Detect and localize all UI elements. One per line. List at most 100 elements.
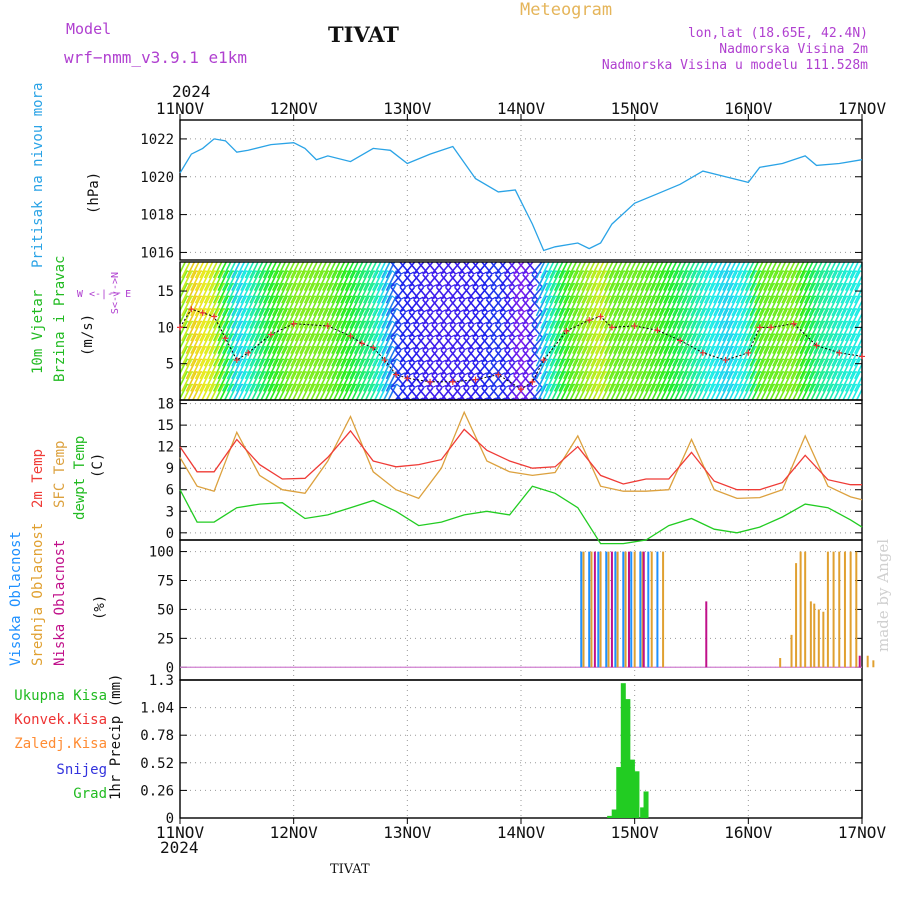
wind-barb xyxy=(813,358,825,380)
wind-barb xyxy=(763,358,775,380)
wind-barb xyxy=(835,270,848,291)
wind-barb-flag xyxy=(481,309,487,313)
wind-barb-flag xyxy=(409,347,415,351)
wind-barb xyxy=(658,358,670,380)
wind-barb xyxy=(308,308,320,329)
wind-barb xyxy=(180,270,188,287)
wind-barb-flag xyxy=(865,321,869,324)
wind-barb xyxy=(305,383,316,400)
wind-barb xyxy=(373,383,384,400)
wind-barb xyxy=(613,308,625,329)
wind-barb xyxy=(344,371,357,392)
wind-barb xyxy=(231,282,243,304)
wind-gust-marker xyxy=(654,327,661,334)
wind-barb xyxy=(740,295,752,317)
wind-barb xyxy=(731,371,743,392)
wind-barb xyxy=(613,333,625,354)
wind-barb xyxy=(422,387,434,400)
wind-barb xyxy=(214,383,225,400)
wind-barb xyxy=(614,383,625,400)
wind-barb xyxy=(199,320,211,342)
wind-barb-flag xyxy=(427,359,432,363)
wind-barb xyxy=(844,320,857,342)
wind-barb xyxy=(208,262,218,279)
wind-barb-flag xyxy=(531,271,537,275)
wind-barb-flag xyxy=(449,321,455,325)
wind-barb xyxy=(585,333,598,354)
wind-barb xyxy=(187,383,198,400)
wind-barb xyxy=(690,358,702,380)
wind-barb xyxy=(299,295,311,317)
wind-barb-flag xyxy=(390,284,396,288)
wind-barb xyxy=(813,345,825,367)
wind-barb xyxy=(572,270,584,291)
wind-barb-flag xyxy=(859,333,862,336)
precip-legend-grad: Grad xyxy=(73,786,107,802)
wind-barb xyxy=(572,371,584,392)
wind-barb xyxy=(399,374,411,388)
wind-barb xyxy=(799,270,811,291)
wind-barb xyxy=(526,274,538,288)
wind-barb xyxy=(180,320,188,338)
wind-barb xyxy=(540,282,552,304)
wind-barb xyxy=(262,371,275,392)
wind-barb xyxy=(599,333,611,354)
wind-barb xyxy=(681,295,693,317)
wind-barb xyxy=(613,320,625,342)
year-top: 2024 xyxy=(172,82,211,101)
wind-barb xyxy=(578,383,589,400)
wind-barb xyxy=(394,262,407,275)
wind-barb-flag xyxy=(523,309,528,313)
wind-barb-flag xyxy=(459,384,465,388)
wind-barb xyxy=(613,282,625,304)
wind-barb xyxy=(658,320,670,342)
wind-barb xyxy=(317,345,329,367)
wind-barb-flag xyxy=(473,321,478,325)
wind-barb xyxy=(590,270,602,291)
wind-barb-flag xyxy=(513,271,518,275)
wind-barb xyxy=(535,308,548,329)
wind-barb xyxy=(563,262,573,279)
wind-barb xyxy=(390,349,402,363)
wind-barb xyxy=(772,333,784,354)
wind-barb xyxy=(308,345,320,367)
wind-barb xyxy=(753,262,764,279)
wind-barb-flag xyxy=(491,372,497,376)
wind-barb xyxy=(826,371,839,392)
wind-barb xyxy=(294,295,307,317)
wind-compass: S<-|->N xyxy=(110,272,121,314)
wind-barb-flag xyxy=(464,372,469,376)
model-altitude-label: Nadmorska Visina u modelu 111.528m xyxy=(601,58,868,73)
wind-barb xyxy=(376,358,389,380)
wind-barb xyxy=(312,358,325,380)
wind-barb xyxy=(290,358,302,380)
wind-barb xyxy=(217,320,229,342)
wind-barb xyxy=(758,358,770,380)
wind-barb xyxy=(331,282,343,304)
wind-barb xyxy=(499,374,511,388)
wind-barb xyxy=(212,371,225,392)
wind-barb-flag xyxy=(405,334,410,338)
wind-barb-flag xyxy=(413,271,418,275)
wind-barb xyxy=(717,282,730,304)
wind-barb xyxy=(685,320,698,342)
wind-barb xyxy=(594,262,605,279)
wind-barb xyxy=(194,333,207,354)
wind-barb-flag xyxy=(417,284,423,288)
wind-barb xyxy=(331,333,343,354)
wind-barb xyxy=(485,286,498,300)
wind-barb-flag xyxy=(463,359,468,363)
wind-barb xyxy=(626,320,639,342)
wind-barb xyxy=(535,282,548,304)
wind-barb xyxy=(758,333,770,354)
precip-legend-frz: Zaledj.Kisa xyxy=(14,736,107,752)
wind-barb xyxy=(249,345,261,367)
wind-barb xyxy=(381,358,393,380)
wind-barb xyxy=(740,333,752,354)
wind-barb-flag xyxy=(396,383,401,388)
wind-barb xyxy=(258,320,270,342)
wind-barb-flag xyxy=(477,271,482,275)
wind-barb-flag xyxy=(396,333,401,338)
wind-barb xyxy=(676,333,689,354)
wind-barb xyxy=(381,333,393,354)
